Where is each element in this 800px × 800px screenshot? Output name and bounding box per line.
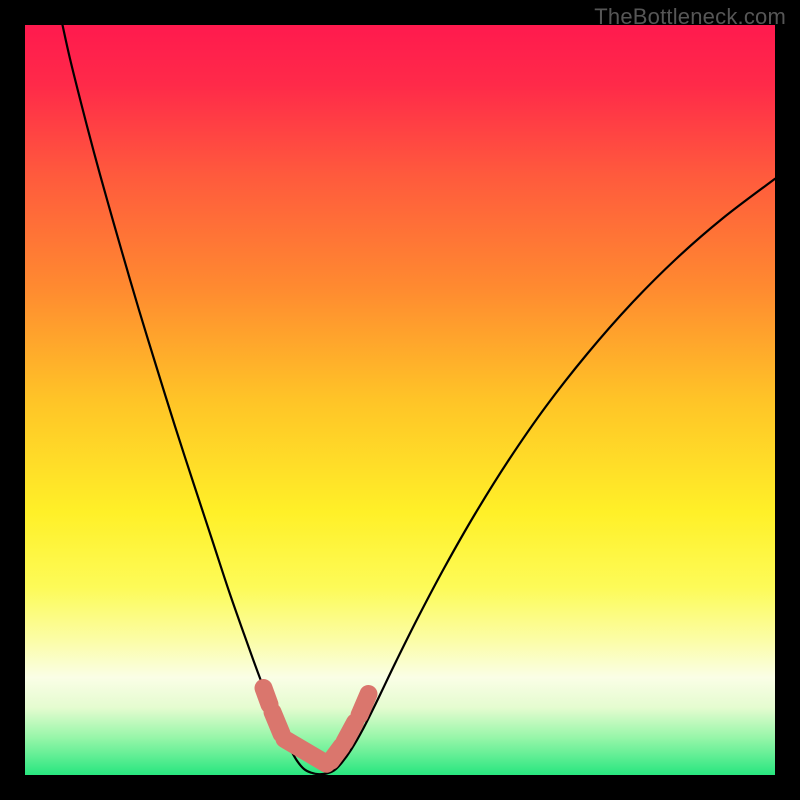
marker-segment (273, 712, 282, 734)
plot-area (25, 25, 775, 775)
chart-frame: TheBottleneck.com (0, 0, 800, 800)
gradient-background (25, 25, 775, 775)
marker-segment (264, 688, 270, 705)
plot-svg (25, 25, 775, 775)
marker-segment (360, 694, 369, 715)
marker-segment (345, 723, 356, 743)
